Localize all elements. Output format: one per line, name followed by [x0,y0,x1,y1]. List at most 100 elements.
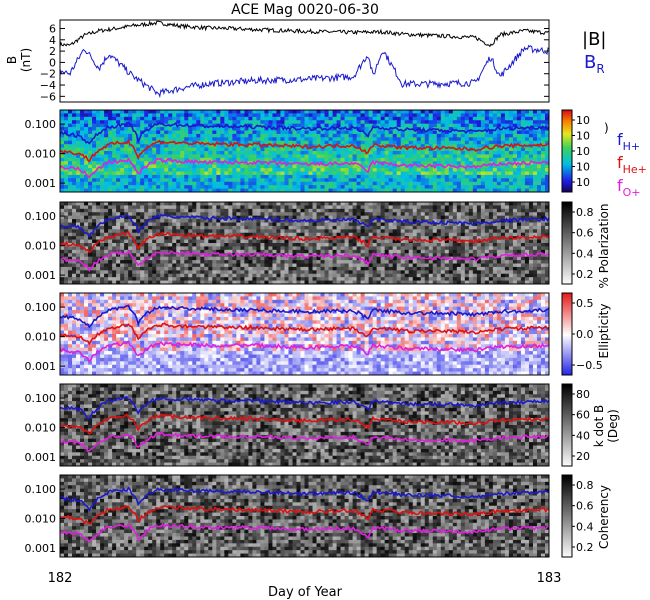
spectrogram-cell [248,171,253,176]
spectrogram-cell [200,239,205,244]
spectrogram-cell [148,168,153,172]
spectrogram-cell [128,239,133,244]
spectrogram-cell [384,246,390,251]
spectrogram-cell [64,232,69,237]
spectrogram-cell [536,185,542,189]
spectrogram-cell [432,225,438,230]
spectrogram-cell [112,120,117,125]
spectrogram-cell [284,181,289,186]
spectrogram-cell [200,188,205,193]
spectrogram-cell [352,116,358,121]
spectrogram-cell [436,205,442,210]
spectrogram-cell [80,215,85,220]
spectrogram-cell [384,133,390,138]
spectrogram-cell [348,130,353,135]
spectrogram-cell [304,113,309,118]
spectrogram-cell [152,174,157,179]
spectrogram-cell [476,181,482,186]
spectrogram-cell [184,110,189,114]
spectrogram-cell [408,113,414,118]
spectrogram-cell [360,246,366,251]
spectrogram-cell [108,205,113,210]
spectrogram-cell [408,168,414,172]
spectrogram-cell [112,127,117,131]
spectrogram-cell [60,140,65,145]
spectrogram-cell [76,178,81,183]
spectrogram-cell [400,225,406,230]
spectrogram-cell [504,178,510,183]
spectrogram-cell [80,123,85,128]
spectrogram-cell [472,157,478,162]
spectrogram-cell [500,164,506,169]
spectrogram-cell [88,253,93,258]
spectrogram-cell [156,243,161,247]
spectrogram-cell [76,208,81,213]
spectrogram-cell [264,174,269,179]
spectrogram-cell [352,215,358,220]
spectrogram-cell [148,178,153,183]
spectrogram-cell [92,225,97,230]
spectrogram-cell [176,236,181,240]
spectrogram-cell [448,144,454,148]
spectrogram-cell [112,239,117,244]
spectrogram-cell [340,249,345,254]
spectrogram-cell [64,215,69,220]
spectrogram-cell [308,202,313,206]
spectrogram-cell [464,174,470,179]
spectrogram-cell [252,110,257,114]
spectrogram-cell [536,157,542,162]
spectrogram-cell [84,113,89,118]
spectrogram-cell [540,157,546,162]
spectrogram-cell [364,174,370,179]
spectrogram-cell [256,222,261,227]
spectrogram-cell [348,113,353,118]
spectrogram-cell [196,249,201,254]
spectrogram-cell [352,253,358,258]
spectrogram-cell [156,181,161,186]
spectrogram-cell [144,120,149,125]
spectrogram-cell [384,239,390,244]
spectrogram-cell [104,253,109,258]
spectrogram-cell [344,249,349,254]
spectrogram-cell [204,249,209,254]
spectrogram-cell [480,181,486,186]
spectrogram-cell [472,202,478,206]
spectrogram-cell [236,130,241,135]
spectrogram-cell [464,239,470,244]
spectrogram-cell [200,208,205,213]
spectrogram-cell [164,144,169,148]
spectrogram-cell [164,208,169,213]
spectrogram-cell [440,116,446,121]
spectrogram-cell [376,229,382,234]
spectrogram-cell [176,116,181,121]
spectrogram-cell [496,249,502,254]
spectrogram-cell [384,185,390,189]
spectrogram-cell [236,133,241,138]
spectrogram-cell [264,202,269,206]
spectrogram-cell [80,157,85,162]
spectrogram-cell [208,236,213,240]
spectrogram-cell [508,205,514,210]
spectrogram-cell [524,232,530,237]
spectrogram-cell [404,130,410,135]
spectrogram-cell [124,110,129,114]
spectrogram-cell [544,157,550,162]
spectrogram-cell [380,225,386,230]
spectrogram-cell [208,178,213,183]
spectrogram-cell [268,151,273,155]
spectrogram-cell [380,239,386,244]
spectrogram-cell [72,205,77,210]
spectrogram-cell [300,168,305,172]
spectrogram-cell [432,123,438,128]
spectrogram-cell [100,130,105,135]
spectrogram-cell [532,120,538,125]
spectrogram-cell [404,137,410,142]
spectrogram-cell [384,249,390,254]
spectrogram-cell [360,232,366,237]
spectrogram-cell [332,123,337,128]
spectrogram-cell [380,212,386,217]
spectrogram-cell [408,147,414,152]
spectrogram-cell [404,249,410,254]
series-br-line [60,44,549,99]
spectrogram-cell [72,239,77,244]
